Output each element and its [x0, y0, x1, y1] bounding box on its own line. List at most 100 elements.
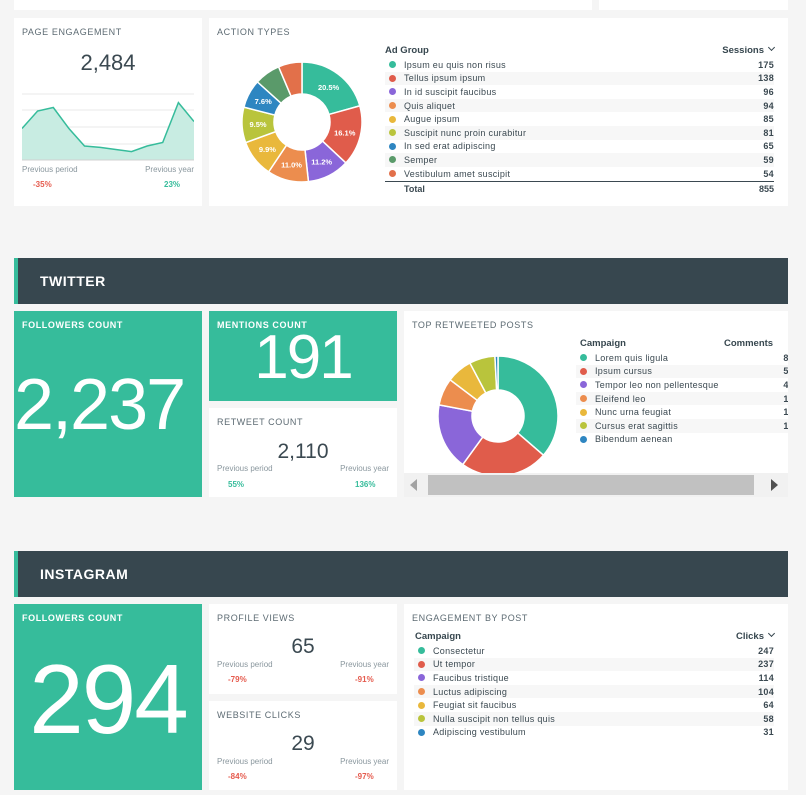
twitter-section-header: TWITTER [14, 258, 788, 304]
legend-row[interactable]: Adipiscing vestibulum 31 [414, 726, 774, 740]
legend-row[interactable]: In id suscipit faucibus 96 [385, 85, 774, 99]
legend-row[interactable]: Bibendum aenean 2 [576, 433, 788, 447]
widget-title: ENGAGEMENT BY POST [412, 613, 528, 623]
legend-row[interactable]: Semper 59 [385, 153, 774, 167]
legend-value: 104 [758, 686, 774, 697]
legend-dot-icon [418, 728, 425, 736]
sort-sessions[interactable]: Sessions [722, 43, 776, 56]
legend-row[interactable]: Augue ipsum 85 [385, 112, 774, 126]
widget-title: FOLLOWERS COUNT [22, 320, 123, 330]
col-label: Campaign [580, 337, 626, 349]
col-label: Campaign [415, 630, 461, 642]
legend-dot-icon [418, 674, 425, 682]
donut-slice-label: 7.6% [255, 97, 272, 106]
widget-title: FOLLOWERS COUNT [22, 613, 123, 623]
donut-slice[interactable] [497, 355, 559, 457]
legend-dot-icon [389, 129, 396, 137]
prev-period-label: Previous period [22, 165, 78, 174]
legend-value: 31 [763, 727, 774, 738]
prev-period-label: Previous period [217, 464, 273, 473]
legend-value: 175 [758, 59, 774, 70]
legend-row[interactable]: Ipsum eu quis non risus 175 [385, 58, 774, 72]
twitter-followers-widget: FOLLOWERS COUNT 2,237 [14, 311, 202, 497]
sort-comments[interactable]: Comments [724, 337, 774, 349]
legend-header: Campaign Comments [576, 335, 788, 351]
legend-row[interactable]: Suscipit nunc proin curabitur 81 [385, 125, 774, 140]
legend-row[interactable]: Tempor leo non pellentesque 44 [576, 378, 788, 392]
legend-dot-icon [389, 74, 396, 82]
engagement-legend: Campaign Clicks Consectetur 247 Ut tempor 2… [414, 628, 776, 740]
legend-value: 96 [763, 86, 774, 97]
total-value: 855 [758, 183, 774, 194]
donut-slice-label: 9.5% [250, 120, 267, 129]
legend-value: 17 [783, 420, 788, 431]
legend-header: Ad Group Sessions [385, 42, 776, 58]
legend-dot-icon [418, 701, 425, 709]
legend-dot-icon [389, 61, 396, 69]
legend-label: Luctus adipiscing [433, 686, 508, 697]
donut-slice[interactable] [494, 355, 499, 391]
legend-row[interactable]: Quis aliquet 94 [385, 98, 774, 113]
legend-label: Faucibus tristique [433, 672, 509, 683]
profile-views-value: 65 [291, 635, 315, 658]
legend-value: 237 [758, 659, 774, 670]
legend-row[interactable]: Vestibulum amet suscipit 54 [385, 167, 774, 181]
legend-row[interactable]: Lorem quis ligula 89 [576, 351, 788, 365]
widget-title: ACTION TYPES [217, 27, 291, 37]
legend-row[interactable]: Tellus ipsum ipsum 138 [385, 71, 774, 86]
legend-dot-icon [580, 408, 587, 416]
legend-label: Suscipit nunc proin curabitur [404, 127, 527, 138]
legend-row[interactable]: Cursus erat sagittis 17 [576, 418, 788, 433]
prev-year-label: Previous year [145, 165, 194, 174]
twitter-retweet-widget: RETWEET COUNT 2,110 Previous period Prev… [209, 408, 397, 497]
instagram-followers-widget: FOLLOWERS COUNT 294 [14, 604, 202, 790]
top-retweeted-donut [437, 355, 559, 477]
legend-dot-icon [418, 647, 425, 655]
top-retweeted-legend: Campaign Comments Lorem quis ligula89Ips… [576, 335, 788, 446]
legend-dot-icon [580, 435, 587, 443]
legend-dot-icon [580, 354, 587, 362]
top-card-left [14, 0, 592, 10]
website-clicks-widget: WEBSITE CLICKS 29 Previous period Previo… [209, 701, 397, 790]
legend-label: Tempor leo non pellentesque [595, 379, 719, 390]
twitter-mentions-value: 191 [254, 323, 353, 392]
scroll-left-arrow-icon[interactable] [410, 479, 417, 491]
legend-row[interactable]: Nunc urna feugiat 17 [576, 405, 788, 419]
legend-label: Ipsum eu quis non risus [404, 59, 506, 70]
legend-row[interactable]: Ut tempor 237 [414, 657, 774, 672]
top-card-right [599, 0, 788, 10]
legend-dot-icon [418, 688, 425, 696]
legend-dot-icon [389, 142, 396, 150]
legend-label: Vestibulum amet suscipit [404, 168, 511, 179]
prev-period-value: -79% [228, 675, 247, 684]
legend-row[interactable]: Luctus adipiscing 104 [414, 684, 774, 699]
legend-dot-icon [580, 395, 587, 403]
scrollbar-thumb[interactable] [428, 475, 754, 495]
horizontal-scrollbar[interactable] [404, 473, 788, 497]
legend-row[interactable]: Feugiat sit faucibus 64 [414, 698, 774, 712]
legend-dot-icon [580, 367, 587, 375]
legend-dot-icon [389, 170, 396, 178]
prev-period-value: -84% [228, 772, 247, 781]
scroll-right-arrow-icon[interactable] [771, 479, 778, 491]
website-clicks-value: 29 [291, 732, 315, 755]
donut-slice-label: 11.0% [281, 161, 302, 170]
page-engagement-sparkline [22, 93, 194, 161]
legend-label: Nulla suscipit non tellus quis [433, 713, 556, 724]
prev-period-label: Previous period [217, 757, 273, 766]
legend-row[interactable]: Faucibus tristique 114 [414, 671, 774, 685]
legend-row[interactable]: Consectetur 247 [414, 644, 774, 658]
legend-value: 94 [763, 100, 774, 111]
legend-label: Ipsum cursus [595, 366, 653, 377]
instagram-followers-value: 294 [29, 644, 189, 754]
engagement-by-post-widget: ENGAGEMENT BY POST Campaign Clicks Conse… [404, 604, 788, 790]
legend-row[interactable]: Eleifend leo 18 [576, 391, 788, 406]
legend-row[interactable]: In sed erat adipiscing 65 [385, 140, 774, 154]
legend-label: Ut tempor [433, 659, 476, 670]
legend-dot-icon [580, 381, 587, 389]
sort-clicks[interactable]: Clicks [736, 629, 776, 642]
legend-row[interactable]: Ipsum cursus 58 [576, 364, 788, 379]
donut-slice[interactable] [277, 61, 303, 98]
legend-dot-icon [389, 88, 396, 96]
legend-row[interactable]: Nulla suscipit non tellus quis 58 [414, 711, 774, 726]
